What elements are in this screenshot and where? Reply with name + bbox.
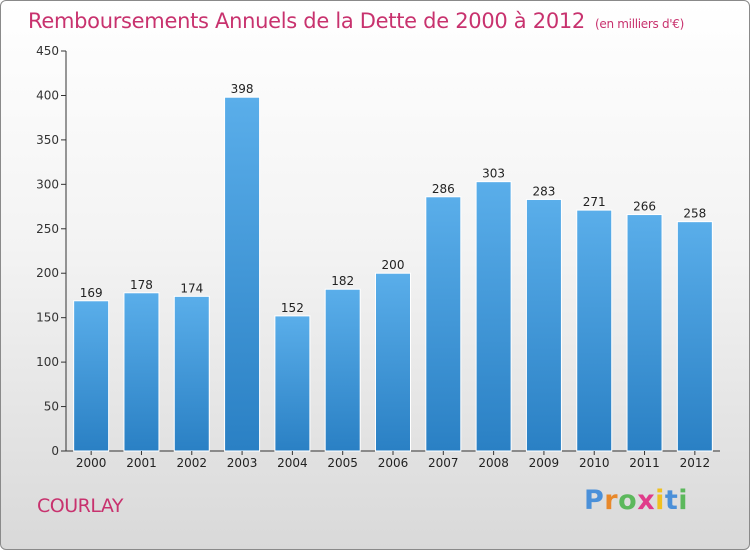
bar [324, 288, 361, 452]
y-tick-label: 200 [36, 266, 59, 280]
bar [525, 198, 562, 452]
x-tick-label: 2003 [227, 456, 258, 470]
commune-name: COURLAY [37, 495, 123, 517]
y-tick-label: 350 [36, 133, 59, 147]
logo-letter: i [678, 485, 689, 516]
y-tick-label: 250 [36, 222, 59, 236]
data-label: 174 [180, 281, 203, 295]
x-tick-label: 2010 [579, 456, 610, 470]
x-tick-label: 2001 [126, 456, 157, 470]
data-label: 303 [482, 167, 505, 181]
x-tick-label: 2000 [76, 456, 107, 470]
y-tick-label: 0 [51, 444, 59, 458]
bar [224, 96, 261, 452]
bar [676, 221, 713, 452]
x-tick-label: 2011 [629, 456, 660, 470]
x-tick-label: 2009 [529, 456, 560, 470]
logo-letter: o [618, 485, 638, 516]
data-label: 283 [532, 184, 555, 198]
data-label: 271 [583, 195, 606, 209]
data-label: 398 [231, 82, 254, 96]
bar [274, 315, 311, 452]
x-tick-label: 2004 [277, 456, 308, 470]
y-tick-label: 450 [36, 44, 59, 58]
y-tick-label: 400 [36, 88, 59, 102]
logo-letter: x [637, 485, 656, 516]
bar [173, 295, 210, 452]
logo-letter: t [664, 485, 679, 516]
bar [73, 300, 110, 452]
chart-title-text: Remboursements Annuels de la Dette de 20… [28, 9, 585, 33]
logo-letter: i [655, 485, 665, 516]
x-tick-label: 2005 [327, 456, 358, 470]
x-tick-label: 2008 [478, 456, 509, 470]
x-tick-label: 2012 [680, 456, 711, 470]
data-label: 200 [382, 258, 405, 272]
data-label: 182 [331, 274, 354, 288]
bar [123, 292, 160, 452]
data-label: 169 [80, 286, 103, 300]
data-label: 266 [633, 200, 656, 214]
y-tick-label: 300 [36, 177, 59, 191]
chart-title: Remboursements Annuels de la Dette de 20… [28, 9, 684, 33]
data-label: 258 [683, 207, 706, 221]
data-label: 152 [281, 301, 304, 315]
bar [475, 181, 512, 452]
proxiti-logo: Proxiti [584, 487, 688, 514]
x-tick-label: 2002 [176, 456, 207, 470]
y-tick-label: 150 [36, 311, 59, 325]
bar [375, 272, 411, 452]
bar [576, 209, 613, 452]
chart-unit: (en milliers d'€) [595, 17, 685, 31]
x-tick-label: 2007 [428, 456, 459, 470]
data-label: 286 [432, 182, 455, 196]
logo-letter: P [584, 485, 605, 516]
y-tick-label: 100 [36, 355, 59, 369]
bar [626, 214, 663, 452]
x-tick-label: 2006 [378, 456, 409, 470]
data-label: 178 [130, 278, 153, 292]
logo-letter: r [604, 485, 619, 516]
y-tick-label: 50 [44, 400, 59, 414]
bar [425, 196, 462, 452]
